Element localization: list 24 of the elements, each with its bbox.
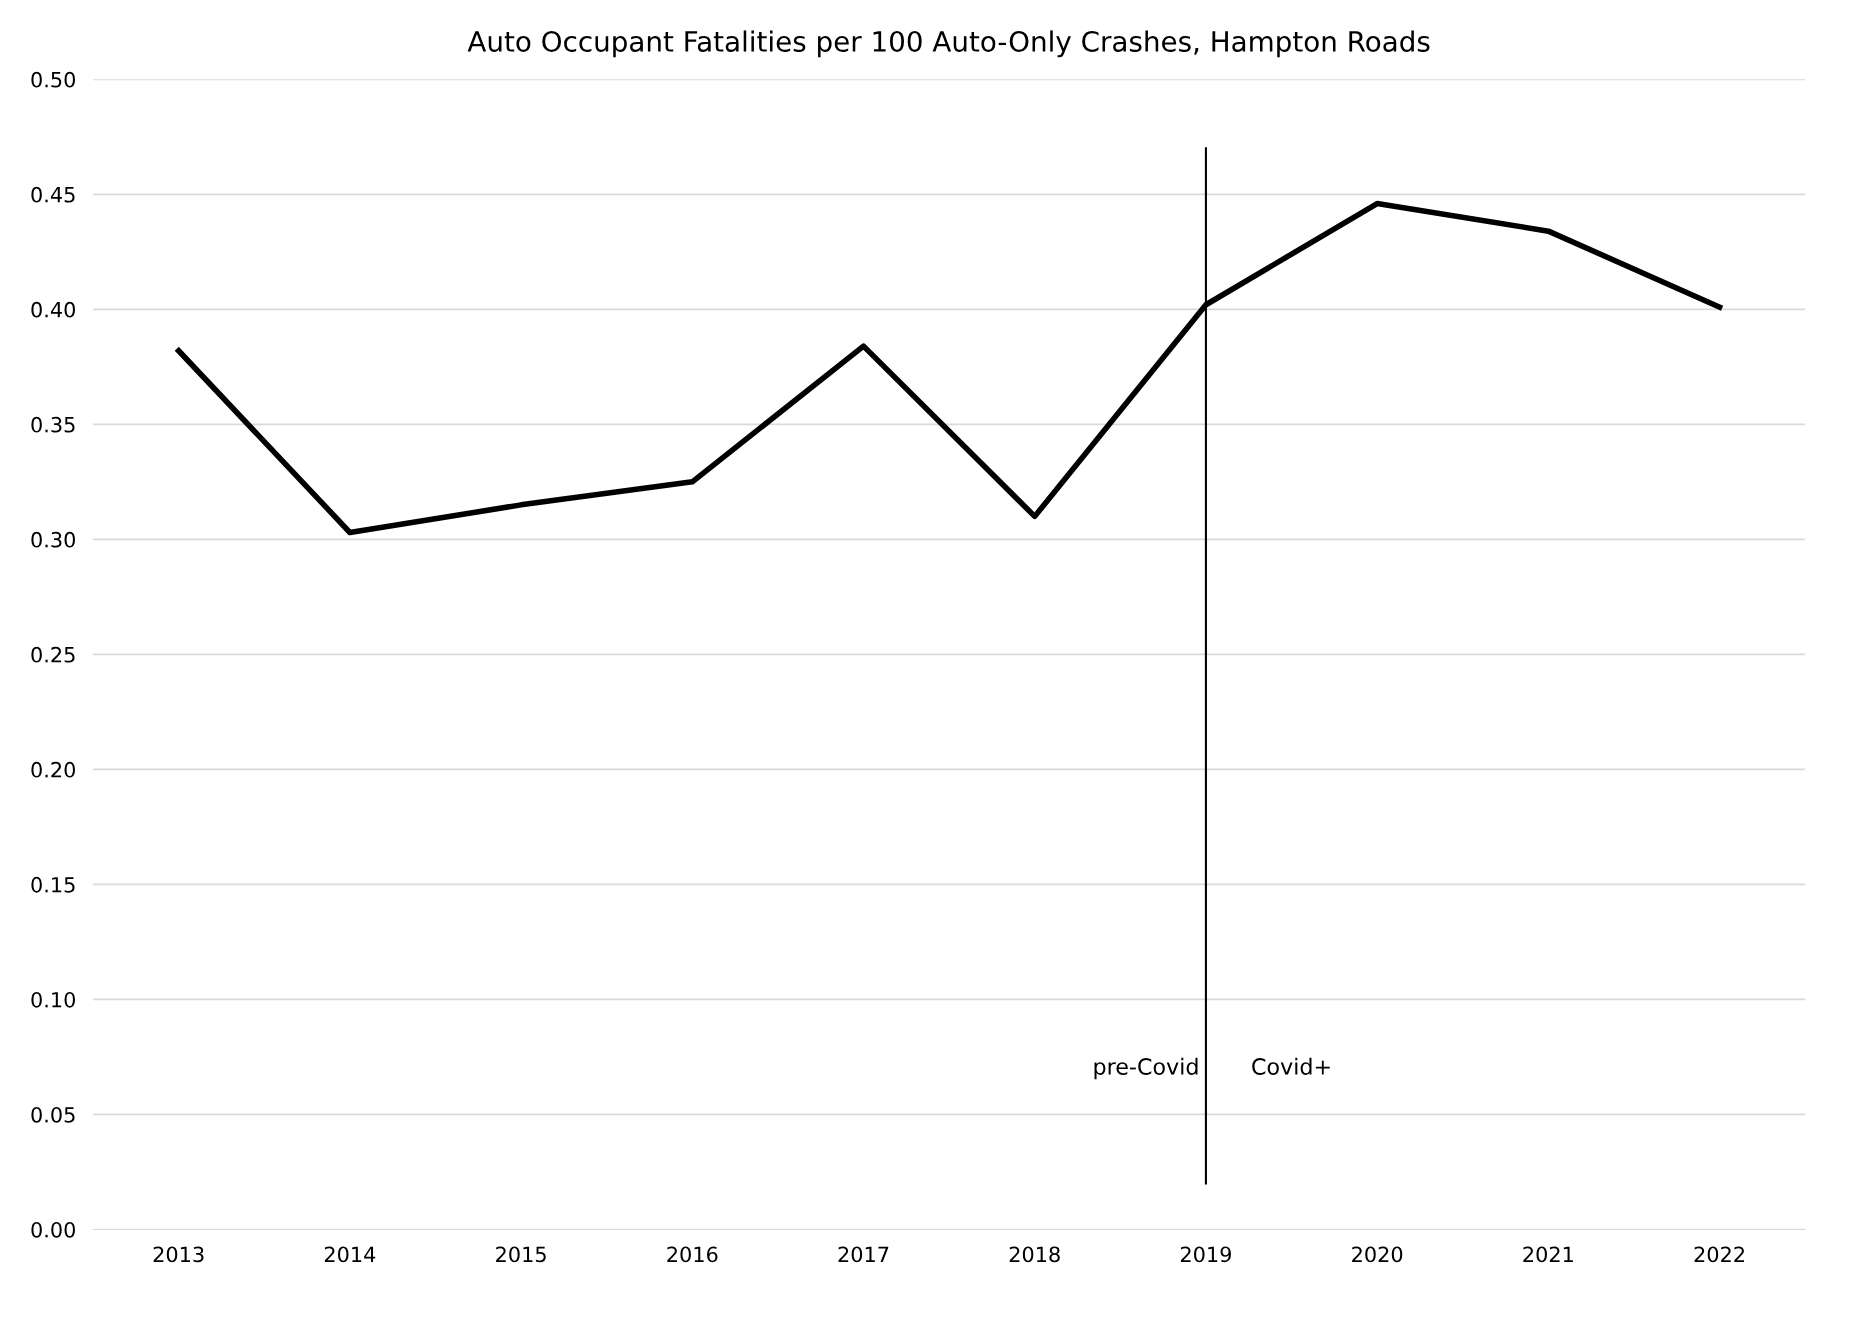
- y-tick-label: 0.50: [31, 71, 75, 88]
- y-tick-label: 0.35: [31, 416, 75, 433]
- y-tick-label: 0.45: [31, 186, 75, 203]
- y-tick-label: 0.00: [31, 1221, 75, 1238]
- y-tick-label: 0.05: [31, 1106, 75, 1123]
- annotation: pre-Covid: [1094, 1057, 1198, 1080]
- x-tick-label: 2022: [1694, 1246, 1744, 1263]
- x-tick-label: 2019: [1180, 1246, 1231, 1263]
- annotation: Covid+: [1252, 1057, 1330, 1075]
- x-tick-label: 2015: [496, 1246, 546, 1263]
- x-tick-label: 2021: [1523, 1246, 1573, 1263]
- chart-title: Auto Occupant Fatalities per 100 Auto-Only Crashes, Hampton Roads: [467, 30, 1430, 58]
- y-tick-label: 0.40: [31, 301, 75, 318]
- x-tick-label: 2018: [1009, 1246, 1060, 1263]
- x-tick-label: 2016: [667, 1246, 718, 1263]
- y-tick-label: 0.15: [31, 876, 75, 893]
- x-tick-label: 2013: [153, 1246, 204, 1263]
- y-tick-label: 0.25: [31, 646, 75, 663]
- x-tick-label: 2020: [1352, 1246, 1403, 1263]
- y-tick-label: 0.30: [31, 531, 75, 548]
- y-tick-label: 0.20: [31, 761, 75, 778]
- x-tick-label: 2017: [838, 1246, 889, 1263]
- x-tick-label: 2014: [324, 1246, 376, 1263]
- y-tick-label: 0.10: [31, 991, 75, 1008]
